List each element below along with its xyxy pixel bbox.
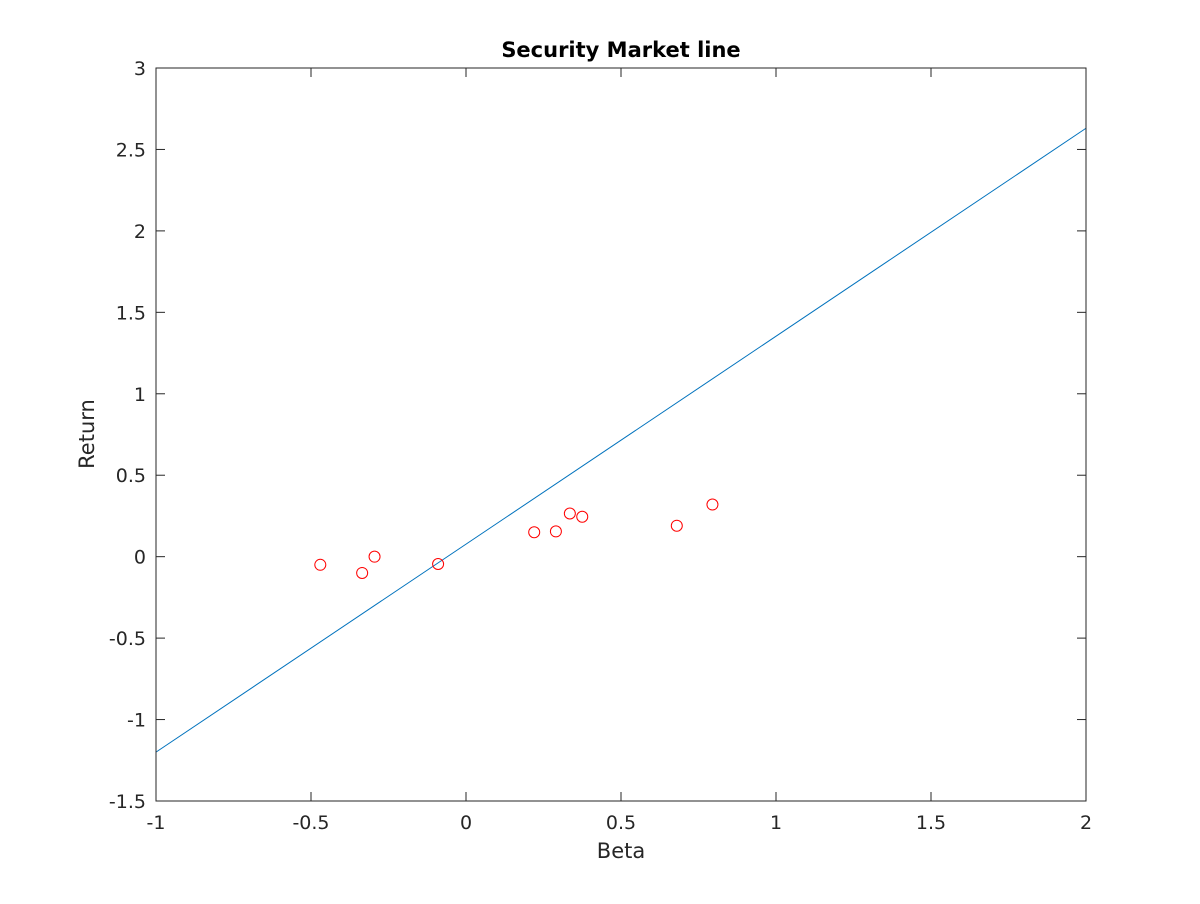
x-axis-label: Beta	[597, 839, 645, 863]
data-point	[549, 525, 562, 538]
x-tick-label: -1	[147, 812, 166, 834]
data-point	[356, 566, 369, 579]
x-tick-label: 0	[460, 812, 472, 834]
y-tick-label: -1.5	[109, 791, 146, 813]
y-tick-label: 1.5	[116, 302, 146, 324]
x-tick-label: 0.5	[606, 812, 636, 834]
data-point	[314, 558, 327, 571]
x-tick-label: 2	[1080, 812, 1092, 834]
chart-title: Security Market line	[501, 38, 740, 62]
y-tick-label: 1	[134, 384, 146, 406]
y-tick-label: -1	[127, 710, 146, 732]
x-tick-label: 1.5	[916, 812, 946, 834]
y-tick-label: 2	[134, 221, 146, 243]
data-point	[706, 498, 719, 511]
y-tick-label: 0.5	[116, 465, 146, 487]
security-market-line	[155, 127, 1087, 753]
y-tick-label: 0	[134, 547, 146, 569]
data-point	[576, 510, 589, 523]
ticks-layer: -1 -0.5 0 0.5 1 1.5 2-1.5-1-0.500.511.522.53	[109, 58, 1092, 834]
y-axis-label: Return	[75, 399, 99, 469]
data-point	[563, 507, 576, 520]
axes-box	[155, 67, 1087, 802]
series-layer	[155, 127, 1087, 753]
y-tick-label: -0.5	[109, 628, 146, 650]
data-point	[670, 519, 683, 532]
x-tick-label: -0.5	[292, 812, 329, 834]
y-tick-label: 3	[134, 58, 146, 80]
y-tick-label: 2.5	[116, 139, 146, 161]
x-tick-label: 1	[770, 812, 782, 834]
data-point	[528, 526, 541, 539]
plot-area	[156, 68, 1086, 801]
data-point	[368, 550, 381, 563]
data-point	[432, 557, 445, 570]
